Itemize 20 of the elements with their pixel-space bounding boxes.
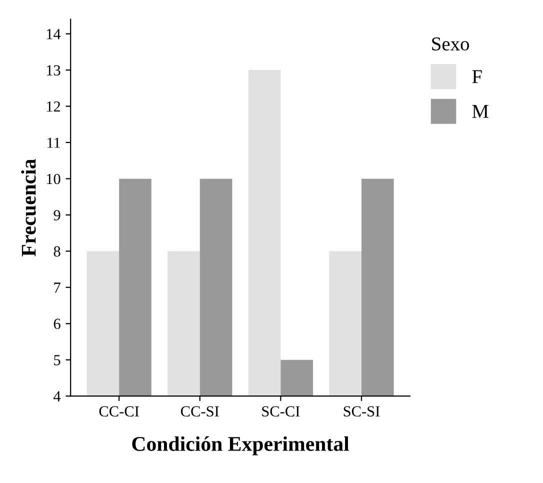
y-tick-label: 9 (54, 210, 60, 220)
x-tick-label: CC-SI (180, 406, 219, 417)
y-tick-label: 5 (54, 355, 60, 366)
x-tick-label: SC-SI (344, 406, 380, 417)
y-tick-label: 13 (46, 65, 60, 76)
legend-label: M (472, 105, 488, 118)
y-tick-label: 8 (54, 246, 60, 257)
y-tick-label: 7 (54, 282, 60, 293)
y-tick-label: 4 (54, 391, 61, 402)
y-tick-label: 11 (48, 138, 60, 148)
x-tick-label: CC-CI (99, 406, 139, 417)
y-tick-label: 6 (54, 318, 60, 330)
y-axis-title: Frecuencia (21, 159, 36, 256)
legend-title: Sexo (432, 37, 470, 51)
y-tick-label: 10 (46, 174, 60, 184)
legend-label: F (472, 70, 482, 84)
x-axis-title: Condición Experimental (132, 436, 350, 456)
x-tick-label: SC-CI (262, 406, 300, 417)
y-tick-label: 14 (46, 29, 61, 40)
y-tick-label: 12 (46, 101, 60, 112)
